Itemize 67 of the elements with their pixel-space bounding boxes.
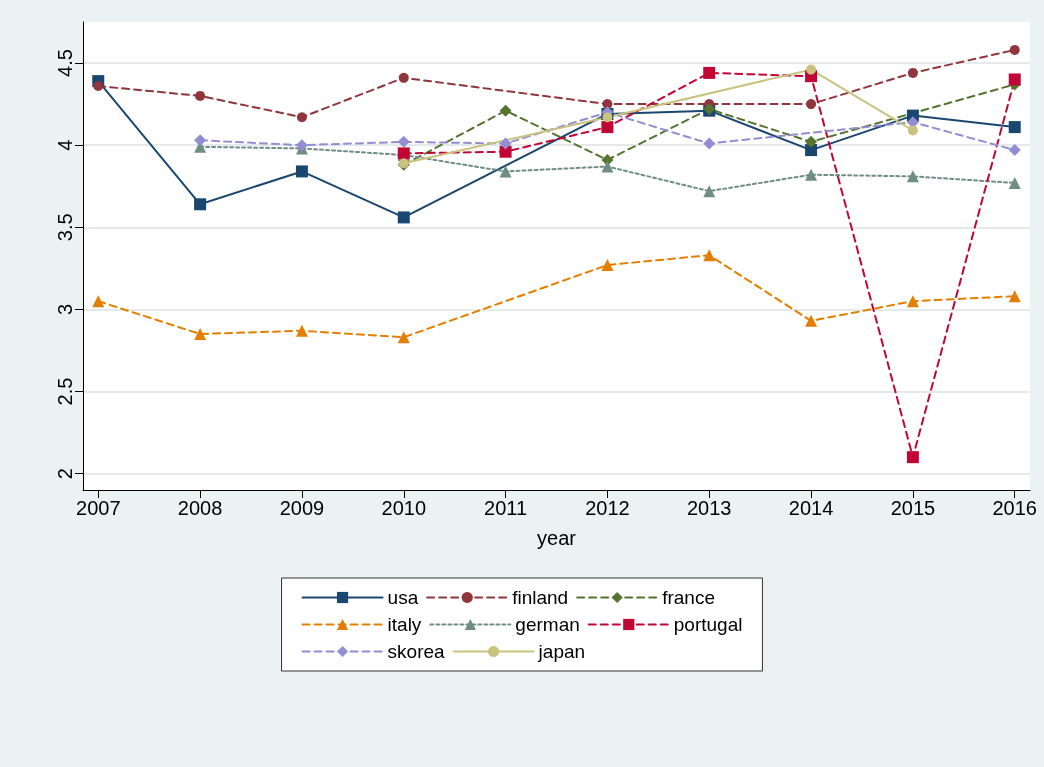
legend-label: finland xyxy=(512,587,569,608)
point xyxy=(397,135,410,148)
point xyxy=(499,137,512,150)
point xyxy=(398,72,409,83)
point xyxy=(195,90,206,101)
point xyxy=(295,165,308,178)
point xyxy=(296,112,307,123)
point xyxy=(805,168,818,181)
point xyxy=(295,324,308,337)
point xyxy=(194,328,207,340)
y-tick-label: 2.5 xyxy=(54,377,76,406)
point xyxy=(805,135,818,148)
x-tick-label: 2007 xyxy=(76,497,121,519)
point xyxy=(499,165,512,178)
point xyxy=(906,170,919,183)
point xyxy=(906,451,919,464)
point xyxy=(906,295,919,308)
point xyxy=(1008,144,1021,157)
point xyxy=(1008,176,1021,189)
point xyxy=(194,198,207,211)
legend-label: japan xyxy=(537,641,586,662)
point xyxy=(703,137,716,150)
x-tick-label: 2016 xyxy=(992,497,1037,519)
y-tick-label: 4.5 xyxy=(54,49,76,77)
point xyxy=(907,125,918,136)
point xyxy=(703,249,716,262)
point xyxy=(92,295,105,308)
legend-label: usa xyxy=(387,587,419,608)
x-tick-label: 2010 xyxy=(381,497,427,519)
y-tick-label: 2 xyxy=(54,468,76,480)
point xyxy=(397,211,410,224)
legend-label: skorea xyxy=(387,641,446,662)
point xyxy=(194,134,207,147)
point xyxy=(1009,44,1020,55)
point xyxy=(499,104,512,117)
point xyxy=(1008,73,1021,86)
point xyxy=(805,144,818,157)
point xyxy=(397,331,410,344)
x-tick-label: 2011 xyxy=(484,497,528,519)
x-tick-label: 2008 xyxy=(177,497,223,519)
x-tick-label: 2009 xyxy=(279,497,325,519)
point xyxy=(601,259,614,272)
point xyxy=(93,81,104,92)
point xyxy=(601,121,614,134)
point xyxy=(703,66,716,79)
y-tick-label: 3 xyxy=(54,303,76,315)
x-tick-label: 2012 xyxy=(585,497,630,519)
point xyxy=(703,185,716,198)
y-tick-label: 4 xyxy=(54,139,76,151)
point xyxy=(806,64,817,75)
legend-label: portugal xyxy=(673,614,743,635)
point xyxy=(602,112,613,123)
x-axis-title: year xyxy=(537,527,577,549)
point xyxy=(1008,290,1021,303)
x-tick-label: 2015 xyxy=(890,497,936,519)
y-tick-label: 3.5 xyxy=(54,213,76,242)
point xyxy=(907,67,918,78)
point xyxy=(806,99,817,110)
legend-label: italy xyxy=(387,614,422,635)
point xyxy=(805,314,818,327)
point xyxy=(601,160,614,173)
x-tick-label: 2014 xyxy=(788,497,834,519)
x-tick-label: 2013 xyxy=(686,497,732,519)
legend-label: france xyxy=(662,587,715,608)
legend-label: german xyxy=(515,614,580,635)
point xyxy=(1008,121,1021,134)
point xyxy=(499,145,512,158)
